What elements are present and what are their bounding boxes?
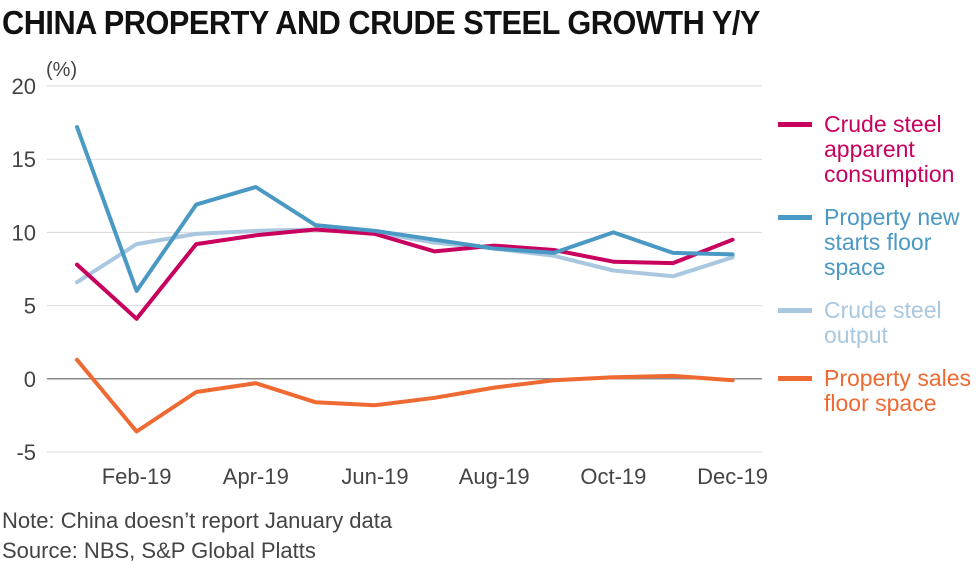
y-tick-label: 10 — [12, 220, 36, 245]
chart-title: CHINA PROPERTY AND CRUDE STEEL GROWTH Y/… — [2, 4, 760, 41]
legend-item: Crude steel apparent consumption — [778, 112, 978, 187]
chart-legend: Crude steel apparent consumption Property n… — [778, 112, 978, 434]
legend-label: Crude steel — [824, 297, 942, 323]
x-tick-label: Aug-19 — [459, 464, 530, 489]
y-tick-label: 5 — [24, 294, 36, 319]
legend-label: Property new — [824, 204, 960, 230]
x-tick-label: Jun-19 — [341, 464, 408, 489]
legend-swatch — [778, 376, 812, 381]
legend-item: Property new starts floor space — [778, 205, 978, 280]
y-tick-label: 0 — [24, 367, 36, 392]
series-line-property-new-starts-floor-space — [75, 125, 735, 293]
legend-label: starts floor — [824, 229, 932, 255]
series-line-crude-steel-output — [75, 227, 735, 285]
legend-label: output — [824, 322, 888, 348]
legend-label: space — [824, 254, 886, 280]
x-tick-label: Dec-19 — [697, 464, 768, 489]
y-tick-label: -5 — [16, 440, 36, 465]
legend-swatch — [778, 122, 812, 127]
series-line-crude-steel-apparent-consumption — [75, 227, 735, 321]
legend-label: Property sales — [824, 365, 972, 391]
y-axis-label: (%) — [46, 59, 77, 81]
legend-item: Crude steel output — [778, 298, 978, 348]
chart-note: Note: China doesn’t report January data — [2, 508, 393, 533]
y-tick-label: 15 — [12, 147, 36, 172]
legend-item: Property sales floor space — [778, 366, 978, 416]
legend-label: consumption — [824, 161, 955, 187]
legend-swatch — [778, 308, 812, 313]
legend-label: Crude steel — [824, 111, 942, 137]
legend-label: apparent — [824, 136, 915, 162]
legend-label: floor space — [824, 390, 937, 416]
y-tick-label: 20 — [12, 74, 36, 99]
series-line-property-sales-floor-space — [75, 357, 735, 434]
legend-swatch — [778, 215, 812, 220]
chart-source: Source: NBS, S&P Global Platts — [2, 538, 316, 563]
x-tick-label: Oct-19 — [580, 464, 646, 489]
x-tick-label: Feb-19 — [102, 464, 172, 489]
x-tick-label: Apr-19 — [223, 464, 289, 489]
